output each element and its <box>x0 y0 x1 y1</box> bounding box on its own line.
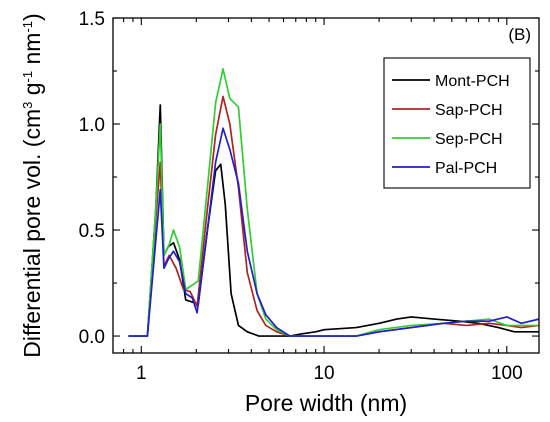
legend: Mont-PCH Sap-PCH Sep-PCH Pal-PCH <box>383 57 531 189</box>
axes: 1 10 100 0.0 0.5 1.0 1.5 <box>79 9 540 384</box>
x-tick-label: 100 <box>491 363 523 384</box>
x-tick-label: 1 <box>136 363 147 384</box>
legend-label: Mont-PCH <box>435 73 510 90</box>
plot-area <box>128 68 539 337</box>
y-axis-title-mid2: nm <box>19 33 45 71</box>
series-lines <box>128 68 539 337</box>
x-tick-label: 10 <box>313 363 334 384</box>
y-tick-label: 0.0 <box>79 327 105 348</box>
x-axis-title: Pore width (nm) <box>245 390 407 416</box>
series-line-pal-pch <box>128 127 539 337</box>
legend-label: Pal-PCH <box>435 160 497 177</box>
panel-label: (B) <box>508 25 531 44</box>
legend-label: Sep-PCH <box>435 131 503 148</box>
y-axis-title-sup1: 3 <box>20 102 35 109</box>
legend-label: Sap-PCH <box>435 102 503 119</box>
plot-frame <box>112 17 540 354</box>
series-line-mont-pch <box>128 104 539 337</box>
y-axis-title-sup2: -1 <box>20 71 35 83</box>
y-tick-label: 1.5 <box>79 9 105 30</box>
y-axis-title-mid: g <box>19 82 45 101</box>
y-axis-title-prefix: Differential pore vol. (cm <box>19 109 45 358</box>
y-axis-title-suffix: ) <box>19 13 45 21</box>
y-axis-title: Differential pore vol. (cm3 g-1 nm-1) <box>19 13 45 357</box>
y-axis-title-sup3: -1 <box>20 21 35 33</box>
y-tick-label: 1.0 <box>79 115 105 136</box>
y-tick-label: 0.5 <box>79 221 105 242</box>
